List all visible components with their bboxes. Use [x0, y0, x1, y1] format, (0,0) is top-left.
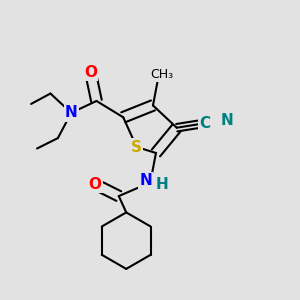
Text: S: S — [131, 140, 142, 154]
Text: C: C — [200, 116, 211, 131]
Text: N: N — [65, 105, 78, 120]
Text: O: O — [88, 177, 101, 192]
Text: N: N — [221, 113, 234, 128]
Text: CH₃: CH₃ — [150, 68, 173, 81]
Text: N: N — [139, 173, 152, 188]
Text: H: H — [156, 177, 169, 192]
Text: O: O — [84, 65, 97, 80]
